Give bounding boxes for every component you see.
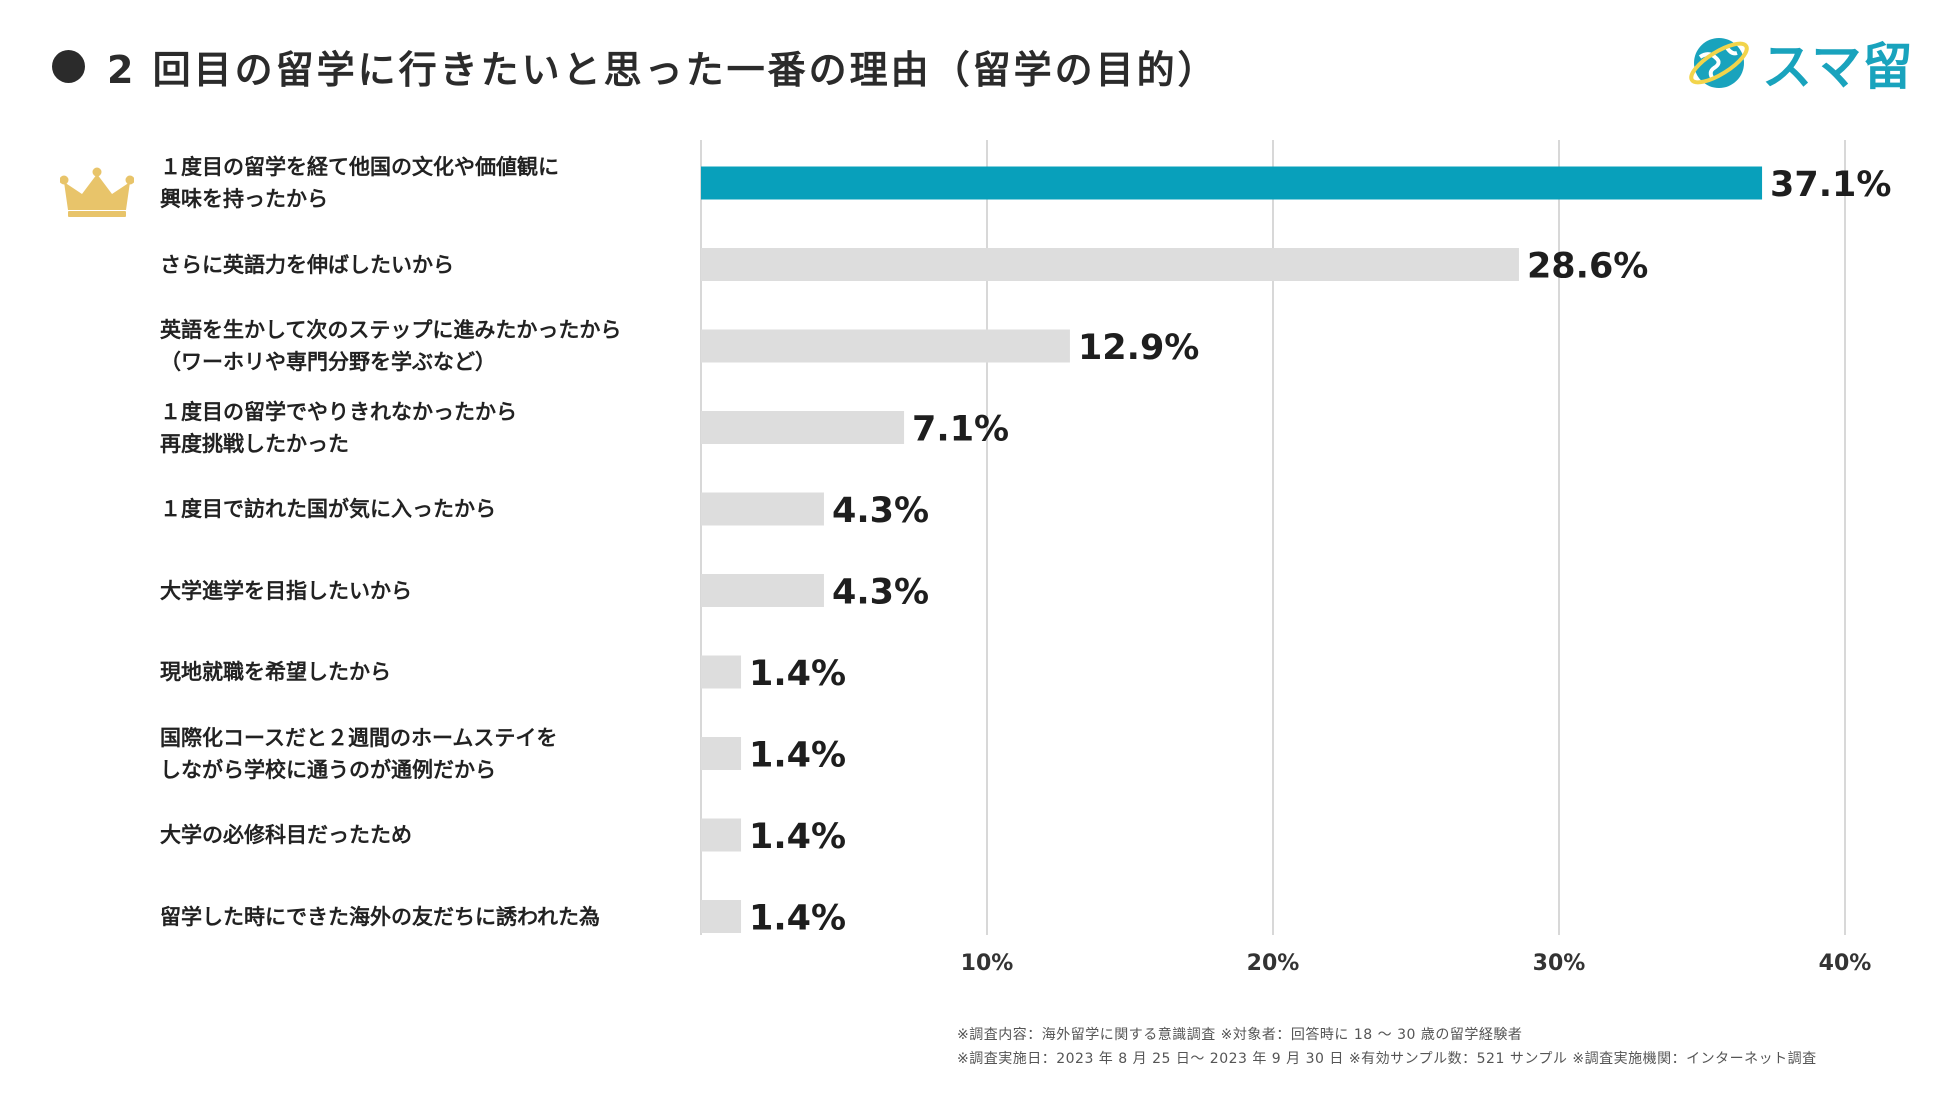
bar-9 (701, 900, 742, 933)
category-label: さらに英語力を伸ばしたいから (160, 252, 454, 277)
x-tick-label: 10% (961, 951, 1014, 976)
category-label: 大学進学を目指したいから (160, 578, 412, 603)
category-label: 大学の必修科目だったため (160, 823, 412, 847)
bar-2 (701, 329, 1070, 363)
category-label: 留学した時にできた海外の友だちに誘われた為 (160, 904, 600, 929)
footnote-survey: ※調査内容：海外留学に関する意識調査 ※対象者：回答時に 18 〜 30 歳の留… (957, 1027, 1523, 1043)
bar-8 (701, 818, 742, 852)
title-bullet (52, 49, 85, 83)
data-label: 1.4% (749, 817, 846, 857)
footnote-details: ※調査実施日：2023 年 8 月 25 日〜 2023 年 9 月 30 日 … (957, 1051, 1817, 1067)
data-label: 1.4% (749, 654, 846, 694)
globe-icon (1689, 38, 1749, 88)
x-tick-label: 40% (1819, 951, 1872, 976)
bar-chart: 10% 20% 30% 40% 37.1% 28.6% 12.9% 7.1% 4.3% 4.3% 1… (700, 140, 1891, 976)
data-label: 7.1% (912, 410, 1009, 450)
page-title: 2 回目の留学に行きたいと思った一番の理由（留学の目的） (107, 47, 1219, 92)
category-label: 現地就職を希望したから (160, 660, 391, 684)
bar-5 (701, 574, 824, 607)
data-label: 1.4% (749, 736, 846, 776)
crown-icon (60, 167, 134, 217)
x-tick-label: 20% (1247, 951, 1300, 976)
data-label: 4.3% (832, 573, 929, 613)
category-label: １度目の留学でやりきれなかったから 再度挑戦したかった (160, 399, 517, 456)
bar-1 (701, 248, 1519, 281)
logo-text: スマ留 (1762, 38, 1914, 96)
category-label: 英語を生かして次のステップに進みたかったから （ワーホリや専門分野を学ぶなど） (160, 318, 622, 374)
bar-0 (701, 166, 1763, 200)
data-label: 28.6% (1527, 247, 1648, 287)
category-label: １度目の留学を経て他国の文化や価値観に 興味を持ったから (160, 155, 559, 211)
data-label: 37.1% (1770, 165, 1891, 205)
data-label: 12.9% (1078, 328, 1199, 368)
logo: スマ留 (1686, 28, 1914, 98)
data-label: 4.3% (832, 491, 929, 531)
title-row: 2 回目の留学に行きたいと思った一番の理由（留学の目的） (52, 38, 1219, 94)
data-label: 1.4% (749, 899, 846, 939)
category-label: １度目で訪れた国が気に入ったから (160, 497, 496, 521)
bar-7 (701, 737, 742, 770)
bar-3 (701, 411, 905, 444)
category-label: 国際化コースだと２週間のホームステイを しながら学校に通うのが通例だから (160, 725, 558, 782)
bar-6 (701, 655, 742, 689)
x-tick-label: 30% (1533, 951, 1586, 976)
bar-4 (701, 492, 824, 526)
